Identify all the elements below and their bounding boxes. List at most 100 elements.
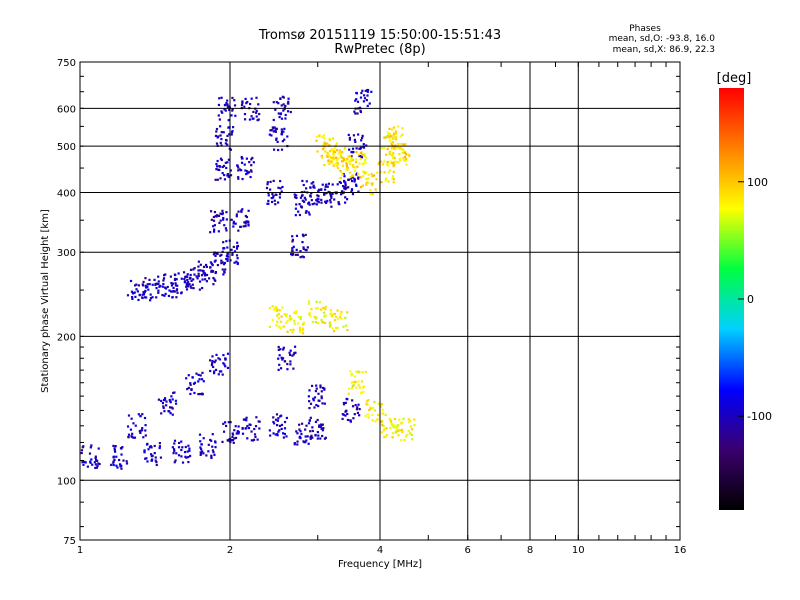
data-point [143,450,146,453]
data-point [387,180,390,183]
data-point [301,327,305,330]
data-point [371,192,374,195]
data-point [367,177,370,180]
data-point [413,418,416,421]
data-point [314,317,317,320]
data-point [401,421,404,424]
data-point [174,459,177,462]
data-point [119,465,122,468]
data-point [236,241,239,244]
data-point [310,182,313,185]
data-point [361,89,364,92]
data-point [282,348,285,351]
data-point [221,261,224,264]
data-point [354,161,358,164]
data-point [256,119,259,122]
data-point [93,461,96,464]
data-point [221,268,224,271]
data-point [322,427,325,430]
data-point [367,416,370,419]
data-point [216,263,220,267]
data-point [389,160,392,163]
data-point [233,250,237,253]
colorbar-ticks: 100 0 -100 [738,176,772,423]
data-point [149,297,153,300]
data-point [221,172,224,175]
data-point [220,131,223,134]
data-point [145,443,149,446]
data-point [157,275,160,278]
data-point [251,439,255,442]
data-point [217,114,220,117]
data-point [201,269,204,272]
data-point [348,138,351,141]
data-point [315,199,318,202]
data-point [197,373,200,376]
data-point [387,171,390,174]
data-point [390,423,394,426]
data-point [328,321,332,324]
data-point [336,183,339,186]
data-point [220,262,223,265]
data-point [252,110,255,114]
data-point [199,263,202,266]
data-point [298,203,301,206]
data-point [279,327,283,330]
data-point [394,132,398,135]
data-point [325,200,328,203]
data-point [352,150,355,154]
data-point [336,166,340,170]
data-point [247,220,250,223]
data-point [231,130,234,133]
data-point [220,110,223,113]
data-point [114,445,117,448]
data-point [364,370,367,374]
data-point [216,252,219,255]
data-point [281,140,284,143]
data-point [197,260,200,263]
data-point [151,283,154,286]
data-point [280,148,284,151]
data-point [336,161,339,164]
data-point [355,151,358,154]
data-point [189,454,192,458]
data-point [283,138,286,141]
data-point [379,170,383,174]
data-point [244,169,247,172]
data-point [171,407,174,410]
data-point [223,173,226,177]
data-point [244,97,247,101]
data-point [353,413,356,416]
data-point [314,321,318,324]
data-point [113,458,116,461]
data-point [241,177,244,181]
data-point [113,448,116,452]
data-point [336,149,339,152]
data-point [215,168,218,171]
data-point [189,273,192,277]
data-point [333,312,336,316]
data-point [169,412,172,415]
data-point [373,409,376,412]
data-point [137,298,140,302]
data-point [301,255,304,258]
data-point [172,452,175,455]
data-point [362,386,365,389]
data-point [275,424,279,427]
data-point [175,278,178,281]
data-point [226,246,229,249]
data-point [394,130,398,133]
data-point [255,115,258,118]
data-point [370,172,373,176]
data-point [393,417,397,421]
data-point [198,433,202,436]
data-point [142,284,145,287]
data-point [285,416,288,420]
data-point [325,154,329,157]
data-point [235,260,238,263]
data-point [353,138,356,141]
data-point [127,414,131,417]
data-point [317,198,320,201]
data-point [226,161,229,164]
data-point [217,103,221,107]
